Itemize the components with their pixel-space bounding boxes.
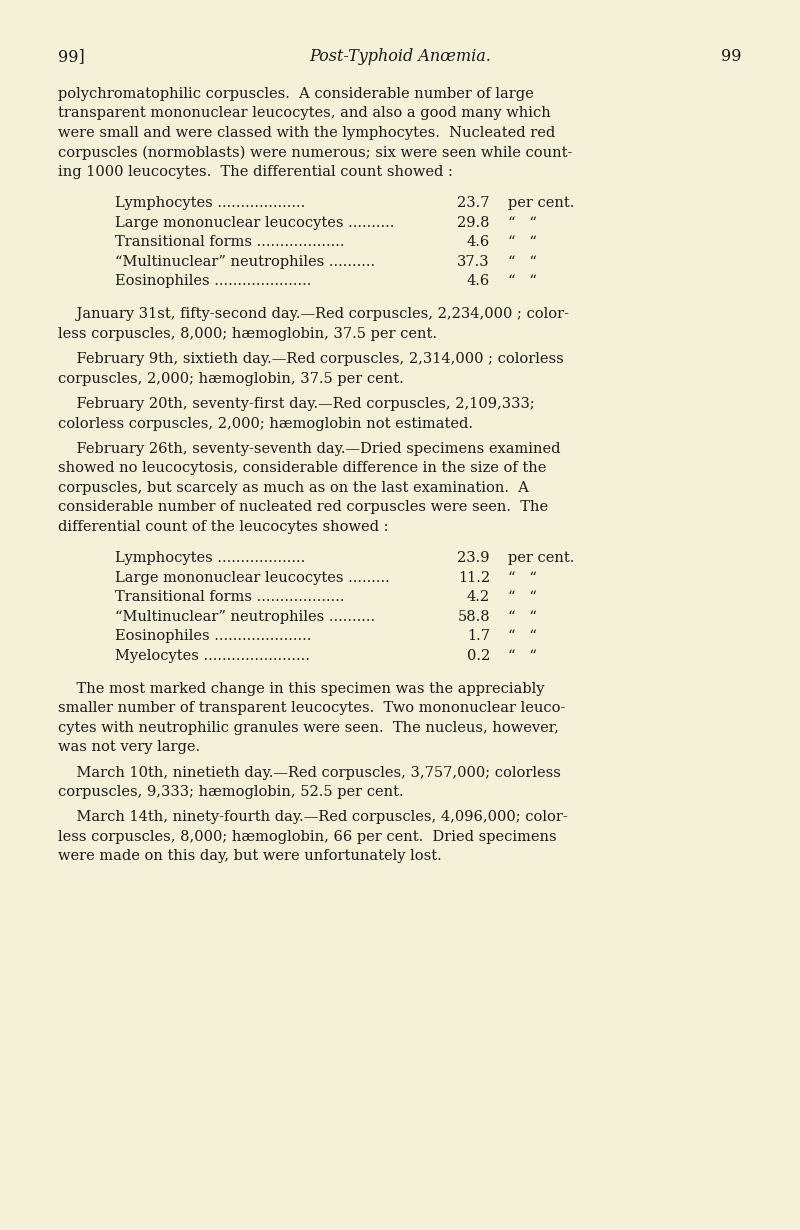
Text: Large mononuclear leucocytes ..........: Large mononuclear leucocytes .......... — [115, 215, 394, 230]
Text: corpuscles (normoblasts) were numerous; six were seen while count-: corpuscles (normoblasts) were numerous; … — [58, 145, 572, 160]
Text: 0.2: 0.2 — [466, 648, 490, 663]
Text: “   “: “ “ — [508, 255, 537, 268]
Text: 23.9: 23.9 — [458, 551, 490, 565]
Text: transparent mononuclear leucocytes, and also a good many which: transparent mononuclear leucocytes, and … — [58, 107, 550, 121]
Text: “   “: “ “ — [508, 274, 537, 288]
Text: colorless corpuscles, 2,000; hæmoglobin not estimated.: colorless corpuscles, 2,000; hæmoglobin … — [58, 417, 473, 430]
Text: Lymphocytes ...................: Lymphocytes ................... — [115, 197, 306, 210]
Text: smaller number of transparent leucocytes.  Two mononuclear leuco-: smaller number of transparent leucocytes… — [58, 701, 566, 716]
Text: “Multinuclear” neutrophiles ..........: “Multinuclear” neutrophiles .......... — [115, 610, 375, 624]
Text: 4.6: 4.6 — [466, 235, 490, 250]
Text: “   “: “ “ — [508, 610, 537, 624]
Text: considerable number of nucleated red corpuscles were seen.  The: considerable number of nucleated red cor… — [58, 501, 548, 514]
Text: ing 1000 leucocytes.  The differential count showed :: ing 1000 leucocytes. The differential co… — [58, 165, 453, 180]
Text: 4.6: 4.6 — [466, 274, 490, 288]
Text: “   “: “ “ — [508, 571, 537, 584]
Text: The most marked change in this specimen was the appreciably: The most marked change in this specimen … — [58, 681, 545, 696]
Text: 4.2: 4.2 — [467, 590, 490, 604]
Text: 99: 99 — [722, 48, 742, 65]
Text: “   “: “ “ — [508, 648, 537, 663]
Text: Transitional forms ...................: Transitional forms ................... — [115, 235, 345, 250]
Text: 99]: 99] — [58, 48, 85, 65]
Text: February 9th, sixtieth day.—Red corpuscles, 2,314,000 ; colorless: February 9th, sixtieth day.—Red corpuscl… — [58, 352, 564, 367]
Text: less corpuscles, 8,000; hæmoglobin, 66 per cent.  Dried specimens: less corpuscles, 8,000; hæmoglobin, 66 p… — [58, 830, 557, 844]
Text: Myelocytes .......................: Myelocytes ....................... — [115, 648, 310, 663]
Text: were small and were classed with the lymphocytes.  Nucleated red: were small and were classed with the lym… — [58, 125, 555, 140]
Text: 37.3: 37.3 — [458, 255, 490, 268]
Text: February 26th, seventy-seventh day.—Dried specimens examined: February 26th, seventy-seventh day.—Drie… — [58, 442, 561, 456]
Text: polychromatophilic corpuscles.  A considerable number of large: polychromatophilic corpuscles. A conside… — [58, 87, 534, 101]
Text: March 10th, ninetieth day.—Red corpuscles, 3,757,000; colorless: March 10th, ninetieth day.—Red corpuscle… — [58, 765, 561, 780]
Text: 29.8: 29.8 — [458, 215, 490, 230]
Text: Transitional forms ...................: Transitional forms ................... — [115, 590, 345, 604]
Text: 11.2: 11.2 — [458, 571, 490, 584]
Text: Eosinophiles .....................: Eosinophiles ..................... — [115, 274, 311, 288]
Text: corpuscles, but scarcely as much as on the last examination.  A: corpuscles, but scarcely as much as on t… — [58, 481, 529, 494]
Text: 1.7: 1.7 — [467, 629, 490, 643]
Text: Post-Typhoid Anœmia.: Post-Typhoid Anœmia. — [309, 48, 491, 65]
Text: January 31st, fifty-second day.—Red corpuscles, 2,234,000 ; color-: January 31st, fifty-second day.—Red corp… — [58, 308, 569, 321]
Text: March 14th, ninety-fourth day.—Red corpuscles, 4,096,000; color-: March 14th, ninety-fourth day.—Red corpu… — [58, 811, 568, 824]
Text: 58.8: 58.8 — [458, 610, 490, 624]
Text: corpuscles, 2,000; hæmoglobin, 37.5 per cent.: corpuscles, 2,000; hæmoglobin, 37.5 per … — [58, 371, 404, 386]
Text: cytes with neutrophilic granules were seen.  The nucleus, however,: cytes with neutrophilic granules were se… — [58, 721, 559, 734]
Text: Large mononuclear leucocytes .........: Large mononuclear leucocytes ......... — [115, 571, 390, 584]
Text: 23.7: 23.7 — [458, 197, 490, 210]
Text: “   “: “ “ — [508, 590, 537, 604]
Text: per cent.: per cent. — [508, 551, 574, 565]
Text: were made on this day, but were unfortunately lost.: were made on this day, but were unfortun… — [58, 850, 442, 863]
Text: “   “: “ “ — [508, 629, 537, 643]
Text: differential count of the leucocytes showed :: differential count of the leucocytes sho… — [58, 520, 389, 534]
Text: less corpuscles, 8,000; hæmoglobin, 37.5 per cent.: less corpuscles, 8,000; hæmoglobin, 37.5… — [58, 327, 437, 341]
Text: “   “: “ “ — [508, 215, 537, 230]
Text: “   “: “ “ — [508, 235, 537, 250]
Text: Eosinophiles .....................: Eosinophiles ..................... — [115, 629, 311, 643]
Text: was not very large.: was not very large. — [58, 740, 200, 754]
Text: corpuscles, 9,333; hæmoglobin, 52.5 per cent.: corpuscles, 9,333; hæmoglobin, 52.5 per … — [58, 785, 404, 800]
Text: “Multinuclear” neutrophiles ..........: “Multinuclear” neutrophiles .......... — [115, 255, 375, 268]
Text: February 20th, seventy-first day.—Red corpuscles, 2,109,333;: February 20th, seventy-first day.—Red co… — [58, 397, 534, 411]
Text: Lymphocytes ...................: Lymphocytes ................... — [115, 551, 306, 565]
Text: per cent.: per cent. — [508, 197, 574, 210]
Text: showed no leucocytosis, considerable difference in the size of the: showed no leucocytosis, considerable dif… — [58, 461, 546, 476]
